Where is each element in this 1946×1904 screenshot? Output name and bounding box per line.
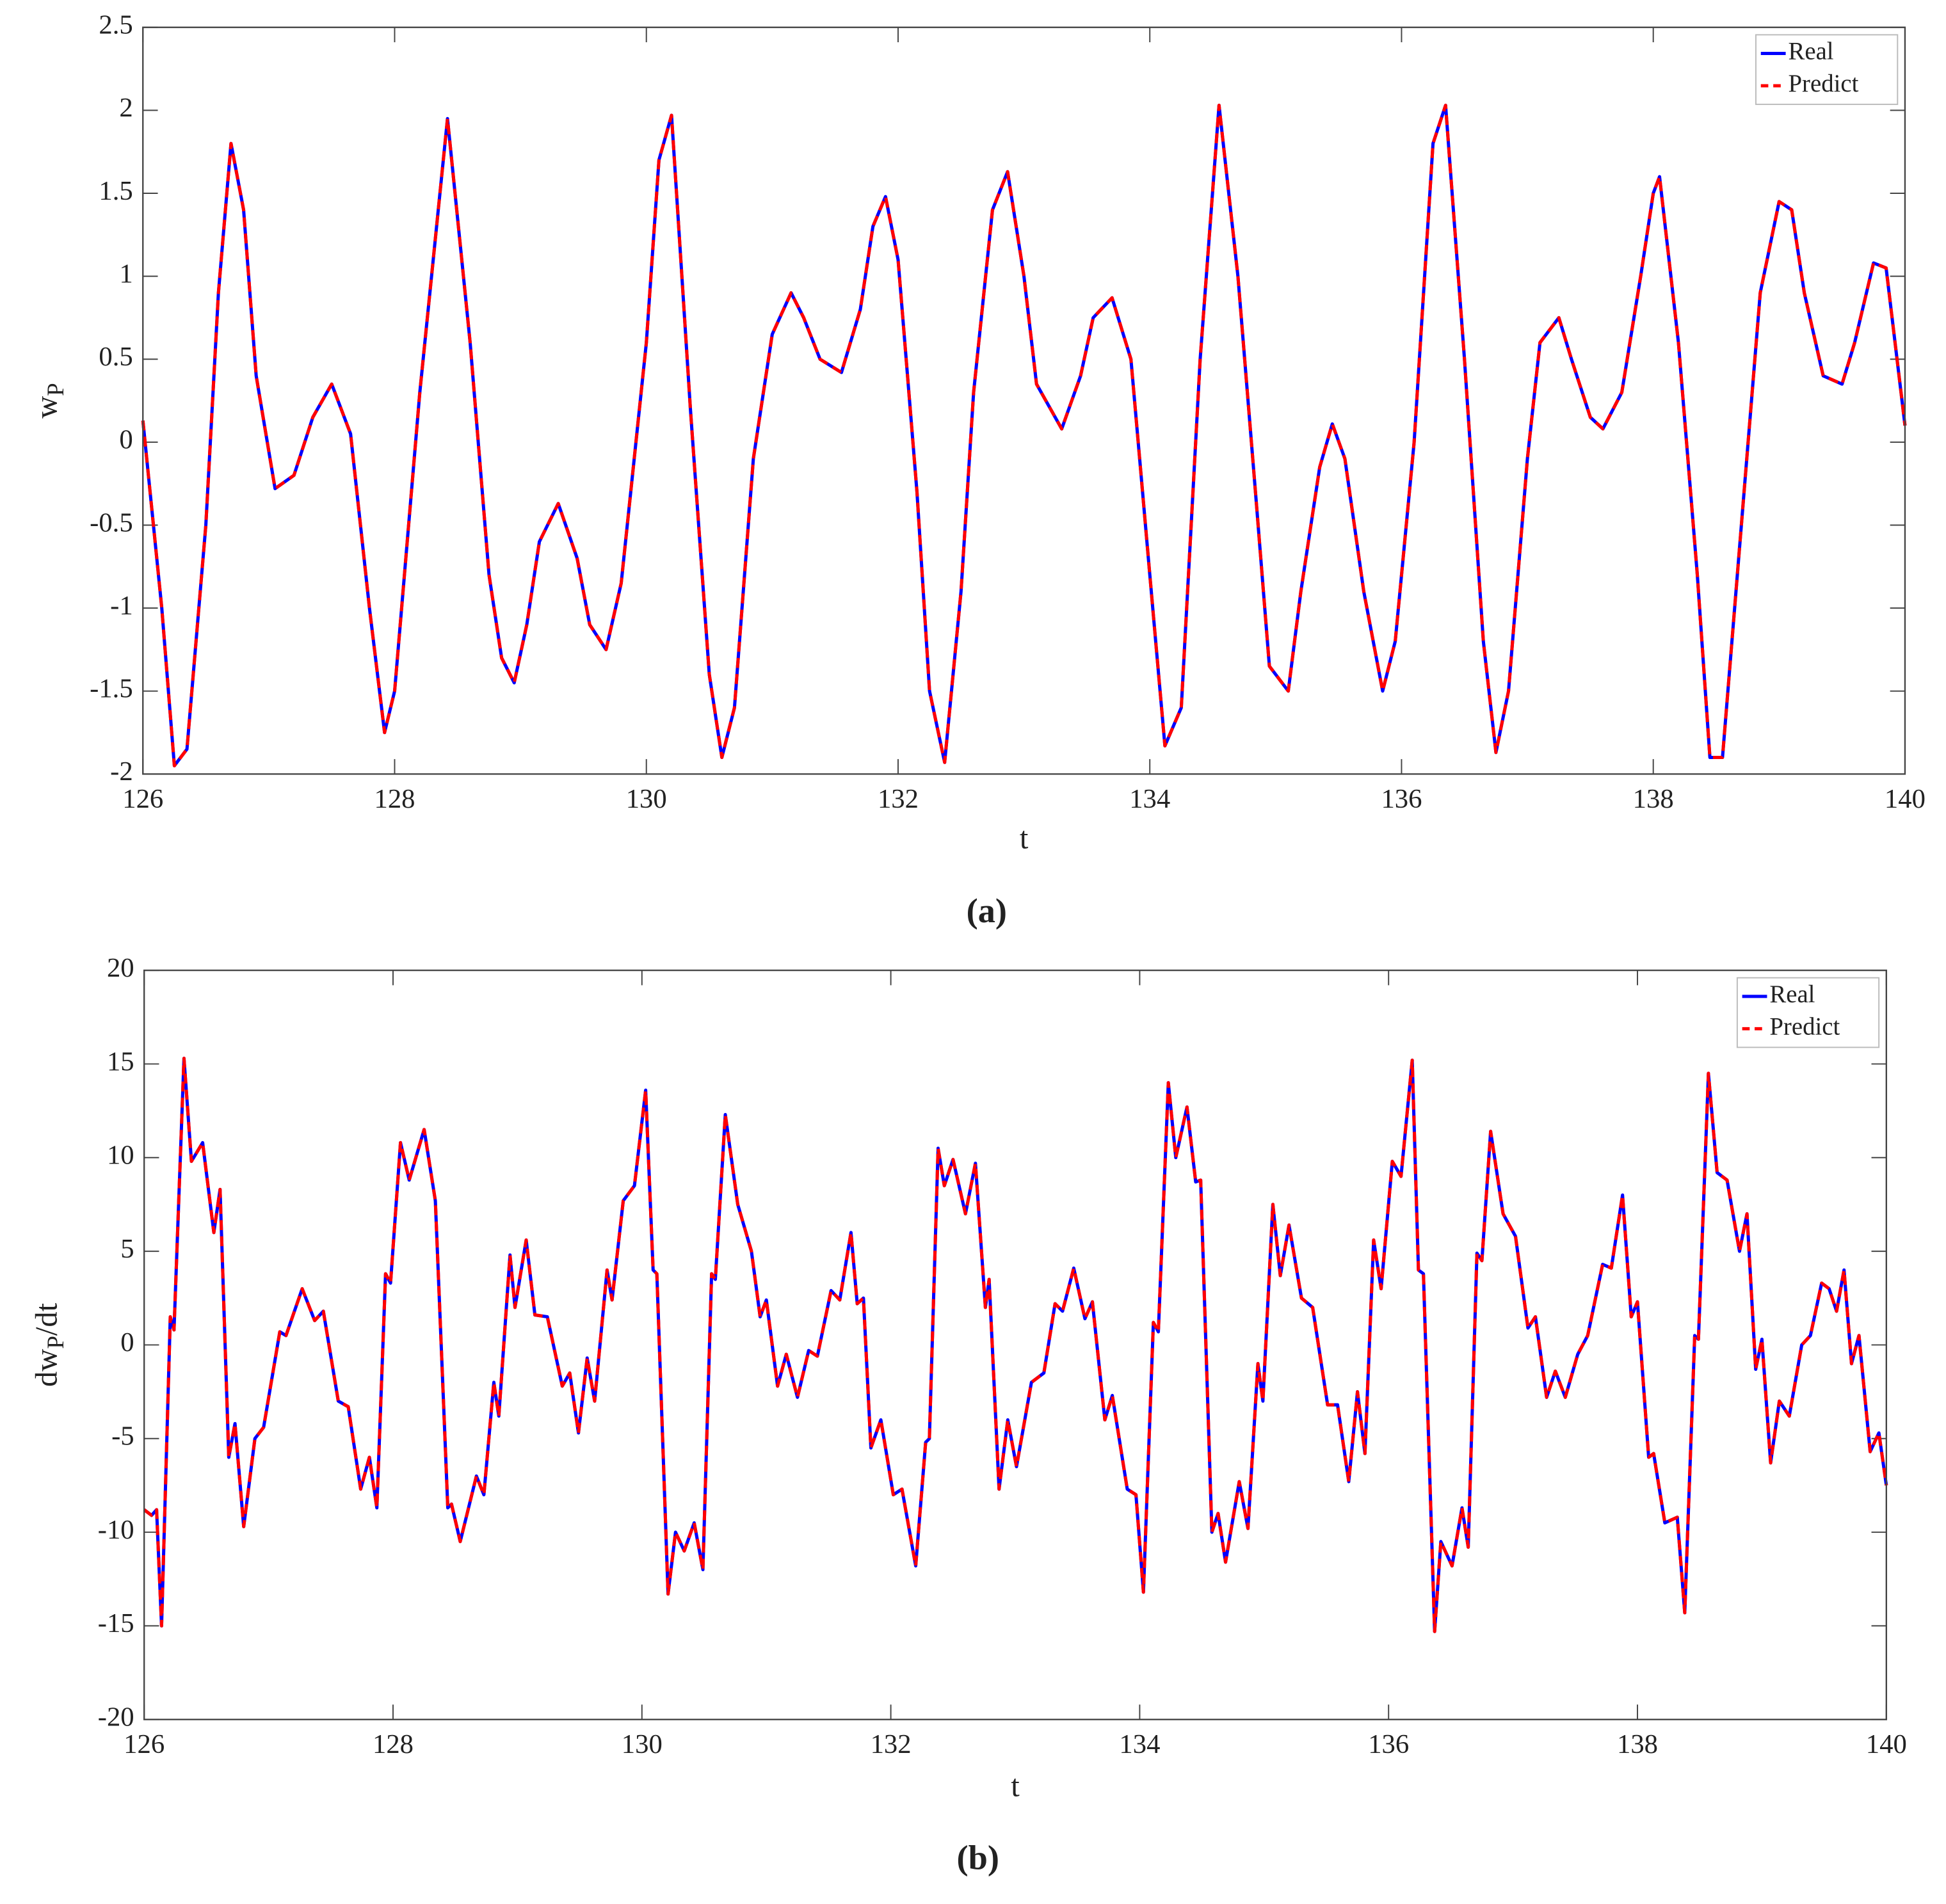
- y-tick-label: -0.5: [90, 508, 133, 538]
- x-tick-label: 134: [1119, 1729, 1160, 1759]
- y-tick-label: 10: [107, 1140, 134, 1171]
- y-tick-label: 15: [107, 1046, 134, 1076]
- x-tick-label: 130: [626, 784, 667, 814]
- y-tick-label: 0.5: [99, 342, 133, 372]
- x-tick-label: 140: [1866, 1729, 1907, 1759]
- data-line: [143, 1057, 1888, 1633]
- y-tick-label: -2: [110, 756, 133, 787]
- x-tick-label: 132: [878, 784, 919, 814]
- x-tick-label: 138: [1617, 1729, 1658, 1759]
- y-tick-label: -1: [110, 591, 133, 621]
- x-tick-label: 140: [1885, 784, 1926, 814]
- x-tick-label: 132: [871, 1729, 912, 1759]
- y-tick-label: -5: [111, 1421, 134, 1452]
- y-tick-label: 2: [119, 93, 133, 123]
- x-tick-label: 136: [1368, 1729, 1409, 1759]
- legend-label: Real: [1769, 980, 1815, 1008]
- caption: (b): [957, 1838, 999, 1876]
- y-tick-label: -15: [98, 1608, 134, 1638]
- y-axis-label-part: P: [43, 1336, 69, 1349]
- data-line: [141, 104, 1907, 767]
- y-tick-label: 1.5: [99, 176, 133, 206]
- x-tick-label: 128: [374, 784, 415, 814]
- x-tick-label: 138: [1633, 784, 1674, 814]
- x-tick-label: 128: [373, 1729, 414, 1759]
- y-axis-label-part: P: [43, 383, 69, 396]
- y-tick-label: 0: [120, 1327, 134, 1357]
- legend-label: Real: [1788, 37, 1833, 65]
- y-tick-label: 1: [119, 259, 133, 289]
- legend-label: Predict: [1788, 70, 1858, 97]
- y-tick-label: 0: [119, 425, 133, 455]
- y-axis-label-part: w: [30, 396, 64, 419]
- y-tick-label: -20: [98, 1702, 134, 1732]
- x-tick-label: 130: [622, 1729, 663, 1759]
- x-tick-label: 126: [122, 784, 163, 814]
- y-tick-label: -10: [98, 1515, 134, 1545]
- y-tick-label: 2.5: [99, 10, 133, 40]
- x-tick-label: 126: [124, 1729, 165, 1759]
- x-axis-label: t: [1011, 1770, 1020, 1804]
- plot-area: [143, 27, 1905, 774]
- y-axis-label: wP: [30, 383, 69, 419]
- x-tick-label: 134: [1129, 784, 1170, 814]
- legend-label: Predict: [1769, 1012, 1840, 1040]
- y-axis-label-part: /dt: [30, 1302, 64, 1336]
- y-tick-label: -1.5: [90, 674, 133, 704]
- legend-box: [1755, 34, 1899, 106]
- y-axis-label-part: dw: [30, 1349, 64, 1387]
- legend-box: [1736, 977, 1880, 1048]
- y-axis-label: dwP/dt: [30, 1302, 69, 1387]
- x-axis-label: t: [1020, 821, 1029, 855]
- plot-area: [144, 970, 1886, 1720]
- axes-frame: [142, 26, 1906, 775]
- y-tick-label: 20: [107, 953, 134, 983]
- y-tick-label: 5: [120, 1234, 134, 1264]
- caption: (a): [967, 892, 1007, 930]
- x-tick-label: 136: [1381, 784, 1422, 814]
- axes-frame: [143, 969, 1887, 1720]
